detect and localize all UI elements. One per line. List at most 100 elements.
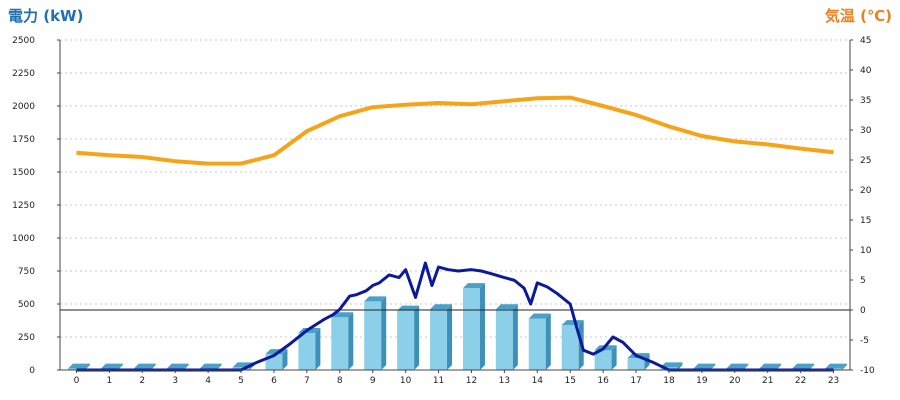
left-tick-label: 1750 bbox=[12, 135, 35, 145]
left-tick-label: 250 bbox=[18, 333, 35, 343]
x-tick-label: 23 bbox=[828, 376, 839, 386]
bar-side bbox=[479, 283, 485, 370]
x-tick-label: 13 bbox=[499, 376, 510, 386]
bar-top bbox=[100, 363, 123, 369]
bar-series bbox=[67, 283, 848, 370]
x-tick-label: 1 bbox=[107, 376, 113, 386]
x-tick-label: 16 bbox=[597, 376, 609, 386]
bar-top bbox=[693, 363, 716, 369]
x-tick-label: 4 bbox=[205, 376, 211, 386]
temperature-line bbox=[76, 95, 834, 166]
bar-top bbox=[397, 305, 420, 311]
x-tick-label: 3 bbox=[172, 376, 178, 386]
right-tick-label: 30 bbox=[860, 126, 872, 136]
bar-top bbox=[199, 363, 222, 369]
bar-top bbox=[430, 304, 453, 310]
bar-top bbox=[495, 304, 518, 310]
left-tick-label: 1250 bbox=[12, 201, 35, 211]
bar bbox=[627, 358, 645, 370]
bar-top bbox=[759, 363, 782, 369]
x-tick-label: 0 bbox=[74, 376, 80, 386]
bar-side bbox=[776, 363, 782, 370]
bar-side bbox=[282, 349, 288, 370]
bar-top bbox=[561, 320, 584, 326]
x-tick-label: 14 bbox=[532, 376, 544, 386]
bar-side bbox=[348, 312, 354, 370]
bar bbox=[397, 310, 415, 370]
bar-top bbox=[462, 283, 485, 289]
right-tick-label: 25 bbox=[860, 156, 871, 166]
bar bbox=[495, 309, 513, 370]
left-tick-label: 0 bbox=[29, 366, 35, 376]
x-tick-label: 6 bbox=[271, 376, 277, 386]
bar-side bbox=[545, 313, 551, 370]
bar-side bbox=[710, 363, 716, 370]
right-tick-label: 10 bbox=[860, 246, 872, 256]
bar-side bbox=[150, 363, 156, 370]
bar-top bbox=[792, 363, 815, 369]
x-tick-label: 20 bbox=[729, 376, 741, 386]
bar-side bbox=[809, 363, 815, 370]
bar bbox=[462, 288, 480, 370]
x-tick-label: 11 bbox=[433, 376, 444, 386]
bar-side bbox=[743, 363, 749, 370]
right-tick-label: 45 bbox=[860, 36, 871, 46]
x-tick-label: 8 bbox=[337, 376, 343, 386]
x-tick-label: 22 bbox=[795, 376, 806, 386]
bar-top bbox=[133, 363, 156, 369]
bar-side bbox=[216, 363, 222, 370]
right-tick-label: 40 bbox=[860, 66, 872, 76]
bar bbox=[331, 317, 349, 370]
bar-side bbox=[512, 304, 518, 370]
bar bbox=[298, 333, 316, 370]
left-tick-label: 750 bbox=[18, 267, 35, 277]
right-tick-label: 5 bbox=[860, 276, 866, 286]
x-tick-label: 9 bbox=[370, 376, 376, 386]
bar bbox=[430, 309, 448, 370]
bar-side bbox=[381, 296, 387, 370]
right-tick-label: -10 bbox=[860, 366, 875, 376]
left-tick-label: 2250 bbox=[12, 69, 35, 79]
bar-side bbox=[84, 363, 90, 370]
left-tick-label: 2500 bbox=[12, 36, 35, 46]
x-tick-label: 10 bbox=[400, 376, 412, 386]
x-tick-label: 18 bbox=[663, 376, 675, 386]
bar-side bbox=[183, 363, 189, 370]
bar-side bbox=[644, 353, 650, 370]
bar bbox=[528, 318, 546, 370]
left-tick-label: 1000 bbox=[12, 234, 35, 244]
bar-side bbox=[447, 304, 453, 370]
right-tick-label: 35 bbox=[860, 96, 871, 106]
bar-top bbox=[67, 363, 90, 369]
bar-side bbox=[117, 363, 123, 370]
right-axis-label: 気温 (℃) bbox=[825, 7, 892, 25]
right-tick-label: 20 bbox=[860, 186, 872, 196]
left-axis-label: 電力 (kW) bbox=[8, 7, 83, 25]
bar-side bbox=[315, 328, 321, 370]
x-tick-label: 12 bbox=[466, 376, 477, 386]
x-tick-label: 7 bbox=[304, 376, 310, 386]
gridlines bbox=[60, 39, 850, 338]
axes: 0 250 5 0 0 750 1000 1250 1500 1750 2000 2250 2500 -1… bbox=[12, 36, 875, 386]
bar-side bbox=[842, 363, 848, 370]
bar-top bbox=[166, 363, 189, 369]
bar-top bbox=[528, 313, 551, 319]
right-tick-label: -5 bbox=[860, 336, 869, 346]
bar bbox=[561, 325, 579, 370]
bar-top bbox=[660, 362, 683, 368]
x-tick-label: 19 bbox=[696, 376, 708, 386]
line-series bbox=[60, 95, 850, 372]
bar-top bbox=[364, 296, 387, 302]
right-tick-label: 15 bbox=[860, 216, 871, 226]
left-tick-label: 2000 bbox=[12, 102, 35, 112]
right-tick-label: 0 bbox=[860, 306, 866, 316]
x-tick-label: 15 bbox=[564, 376, 575, 386]
bar-top bbox=[825, 363, 848, 369]
power-line bbox=[76, 261, 834, 372]
left-tick-label: 1500 bbox=[12, 168, 35, 178]
bar bbox=[364, 301, 382, 370]
x-tick-label: 21 bbox=[762, 376, 773, 386]
x-tick-label: 2 bbox=[139, 376, 145, 386]
x-tick-label: 5 bbox=[238, 376, 244, 386]
